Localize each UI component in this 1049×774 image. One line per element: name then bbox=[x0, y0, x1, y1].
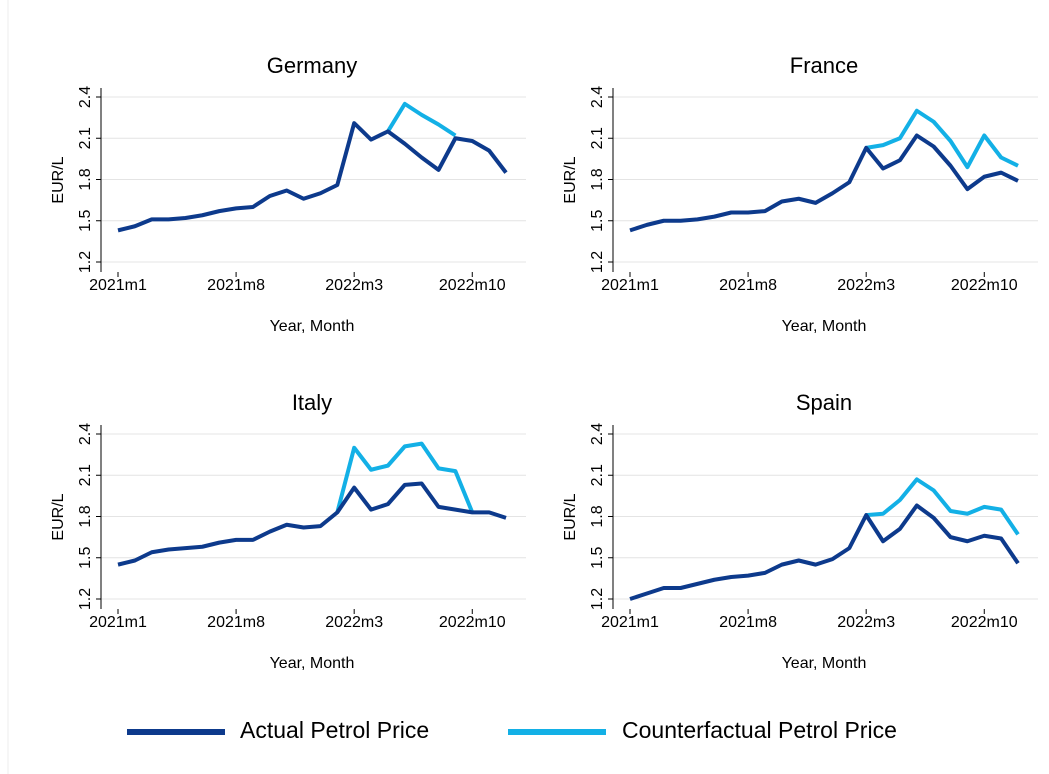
y-tick-label: 2.4 bbox=[589, 86, 606, 108]
series-line bbox=[629, 503, 1020, 601]
x-tick-label: 2022m10 bbox=[439, 277, 506, 294]
x-tick-label: 2021m8 bbox=[207, 277, 265, 294]
x-tick-label: 2021m1 bbox=[601, 614, 659, 631]
x-tick-label: 2021m8 bbox=[719, 277, 777, 294]
y-tick-label: 2.4 bbox=[589, 423, 606, 445]
panel-title: France bbox=[790, 53, 858, 78]
y-tick-label: 1.8 bbox=[589, 505, 606, 527]
y-tick-label: 2.1 bbox=[77, 464, 94, 486]
series-line bbox=[117, 481, 507, 567]
y-tick-label: 2.4 bbox=[77, 423, 94, 445]
y-tick-label: 1.2 bbox=[589, 251, 606, 273]
x-tick-label: 2021m1 bbox=[89, 614, 147, 631]
panel-title: Spain bbox=[796, 390, 852, 415]
y-axis-label: EUR/L bbox=[562, 493, 579, 540]
legend-label: Counterfactual Petrol Price bbox=[622, 717, 897, 743]
x-axis-label: Year, Month bbox=[270, 655, 355, 672]
x-tick-label: 2022m10 bbox=[951, 614, 1018, 631]
y-axis-label: EUR/L bbox=[50, 493, 67, 540]
x-tick-label: 2022m3 bbox=[325, 614, 383, 631]
y-tick-label: 1.8 bbox=[77, 505, 94, 527]
y-tick-label: 2.1 bbox=[77, 127, 94, 149]
x-tick-label: 2021m1 bbox=[601, 277, 659, 294]
legend-label: Actual Petrol Price bbox=[240, 717, 429, 743]
y-tick-label: 1.5 bbox=[77, 547, 94, 569]
y-tick-label: 2.4 bbox=[77, 86, 94, 108]
y-tick-label: 1.2 bbox=[77, 251, 94, 273]
series-line bbox=[865, 108, 1019, 170]
x-tick-label: 2021m8 bbox=[207, 614, 265, 631]
panel-title: Italy bbox=[292, 390, 332, 415]
y-tick-label: 1.2 bbox=[589, 588, 606, 610]
series-line bbox=[117, 121, 508, 233]
panel-title: Germany bbox=[267, 53, 357, 78]
y-tick-label: 1.5 bbox=[589, 547, 606, 569]
x-axis-label: Year, Month bbox=[782, 318, 867, 335]
series-line bbox=[386, 101, 457, 138]
x-tick-label: 2022m10 bbox=[439, 614, 506, 631]
y-axis-label: EUR/L bbox=[562, 156, 579, 203]
x-tick-label: 2021m8 bbox=[719, 614, 777, 631]
x-tick-label: 2021m1 bbox=[89, 277, 147, 294]
y-tick-label: 1.8 bbox=[77, 168, 94, 190]
series-line bbox=[335, 441, 475, 514]
y-tick-label: 1.8 bbox=[589, 168, 606, 190]
y-tick-label: 1.2 bbox=[77, 588, 94, 610]
series-line bbox=[629, 133, 1019, 233]
x-axis-label: Year, Month bbox=[270, 318, 355, 335]
y-tick-label: 2.1 bbox=[589, 127, 606, 149]
y-tick-label: 1.5 bbox=[589, 210, 606, 232]
x-tick-label: 2022m10 bbox=[951, 277, 1018, 294]
y-tick-label: 1.5 bbox=[77, 210, 94, 232]
x-tick-label: 2022m3 bbox=[837, 614, 895, 631]
y-tick-label: 2.1 bbox=[589, 464, 606, 486]
x-axis-label: Year, Month bbox=[782, 655, 867, 672]
x-tick-label: 2022m3 bbox=[837, 277, 895, 294]
y-axis-label: EUR/L bbox=[50, 156, 67, 203]
series-line bbox=[866, 477, 1020, 536]
x-tick-label: 2022m3 bbox=[325, 277, 383, 294]
